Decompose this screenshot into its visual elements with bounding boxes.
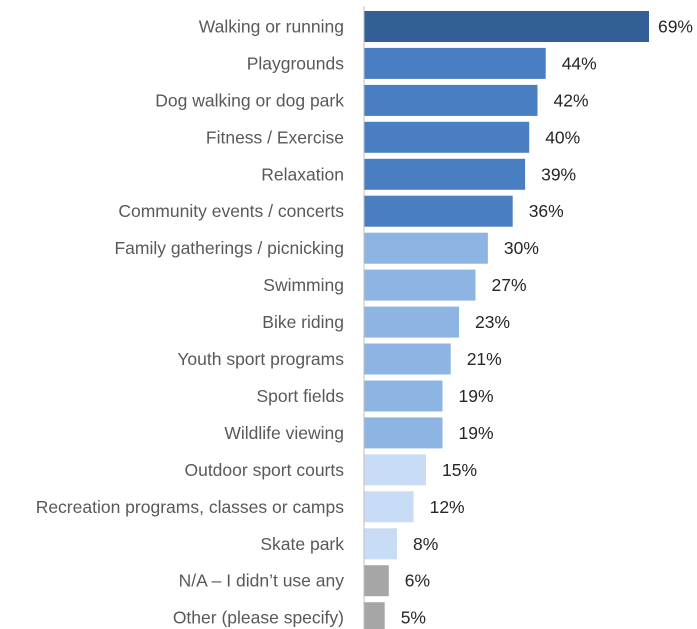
category-label: Playgrounds	[247, 53, 345, 73]
bar	[364, 343, 451, 375]
value-label: 23%	[475, 312, 510, 332]
category-label: Wildlife viewing	[224, 423, 344, 443]
category-label: Fitness / Exercise	[206, 127, 344, 147]
bar	[364, 158, 526, 190]
bar	[364, 306, 459, 338]
value-label: 69%	[658, 17, 693, 37]
value-label: 39%	[541, 164, 576, 184]
value-label: 27%	[492, 275, 527, 295]
value-label: 6%	[405, 571, 430, 591]
value-label: 42%	[554, 90, 589, 110]
category-label: Sport fields	[256, 386, 344, 406]
value-label: 30%	[504, 238, 539, 258]
value-label: 44%	[562, 53, 597, 73]
category-labels: Walking or running Playgrounds Dog walking…	[36, 17, 345, 628]
category-label: Recreation programs, classes or camps	[36, 497, 345, 517]
category-label: Swimming	[263, 275, 344, 295]
bar	[364, 491, 414, 523]
category-label: Youth sport programs	[177, 349, 344, 369]
category-label: Family gatherings / picnicking	[114, 238, 344, 258]
category-label: Other (please specify)	[173, 608, 344, 628]
value-label: 8%	[413, 534, 438, 554]
bar	[364, 232, 488, 264]
bar	[364, 47, 546, 79]
bar	[364, 195, 513, 227]
category-label: Bike riding	[262, 312, 344, 332]
value-label: 21%	[467, 349, 502, 369]
value-label: 12%	[430, 497, 465, 517]
bar	[364, 565, 389, 597]
value-label: 36%	[529, 201, 564, 221]
value-labels: 69% 44% 42% 40% 39% 36% 30% 27% 23% 21% 19% 19% 15% 1…	[401, 17, 693, 628]
bars	[364, 11, 649, 629]
bar	[364, 417, 443, 449]
bar	[364, 380, 443, 412]
bar	[364, 121, 530, 153]
bar	[364, 269, 476, 301]
bar	[364, 454, 426, 486]
value-label: 40%	[545, 127, 580, 147]
value-label: 19%	[459, 423, 494, 443]
bar	[364, 528, 397, 560]
category-label: Skate park	[260, 534, 344, 554]
category-label: Outdoor sport courts	[184, 460, 344, 480]
value-label: 15%	[442, 460, 477, 480]
category-label: Dog walking or dog park	[155, 90, 344, 110]
value-label: 19%	[459, 386, 494, 406]
bar	[364, 84, 538, 116]
category-label: Community events / concerts	[118, 201, 344, 221]
bar	[364, 602, 385, 629]
category-label: N/A – I didn’t use any	[179, 571, 345, 591]
category-label: Walking or running	[199, 17, 344, 37]
bar	[364, 11, 649, 42]
value-label: 5%	[401, 608, 426, 628]
category-label: Relaxation	[261, 164, 344, 184]
